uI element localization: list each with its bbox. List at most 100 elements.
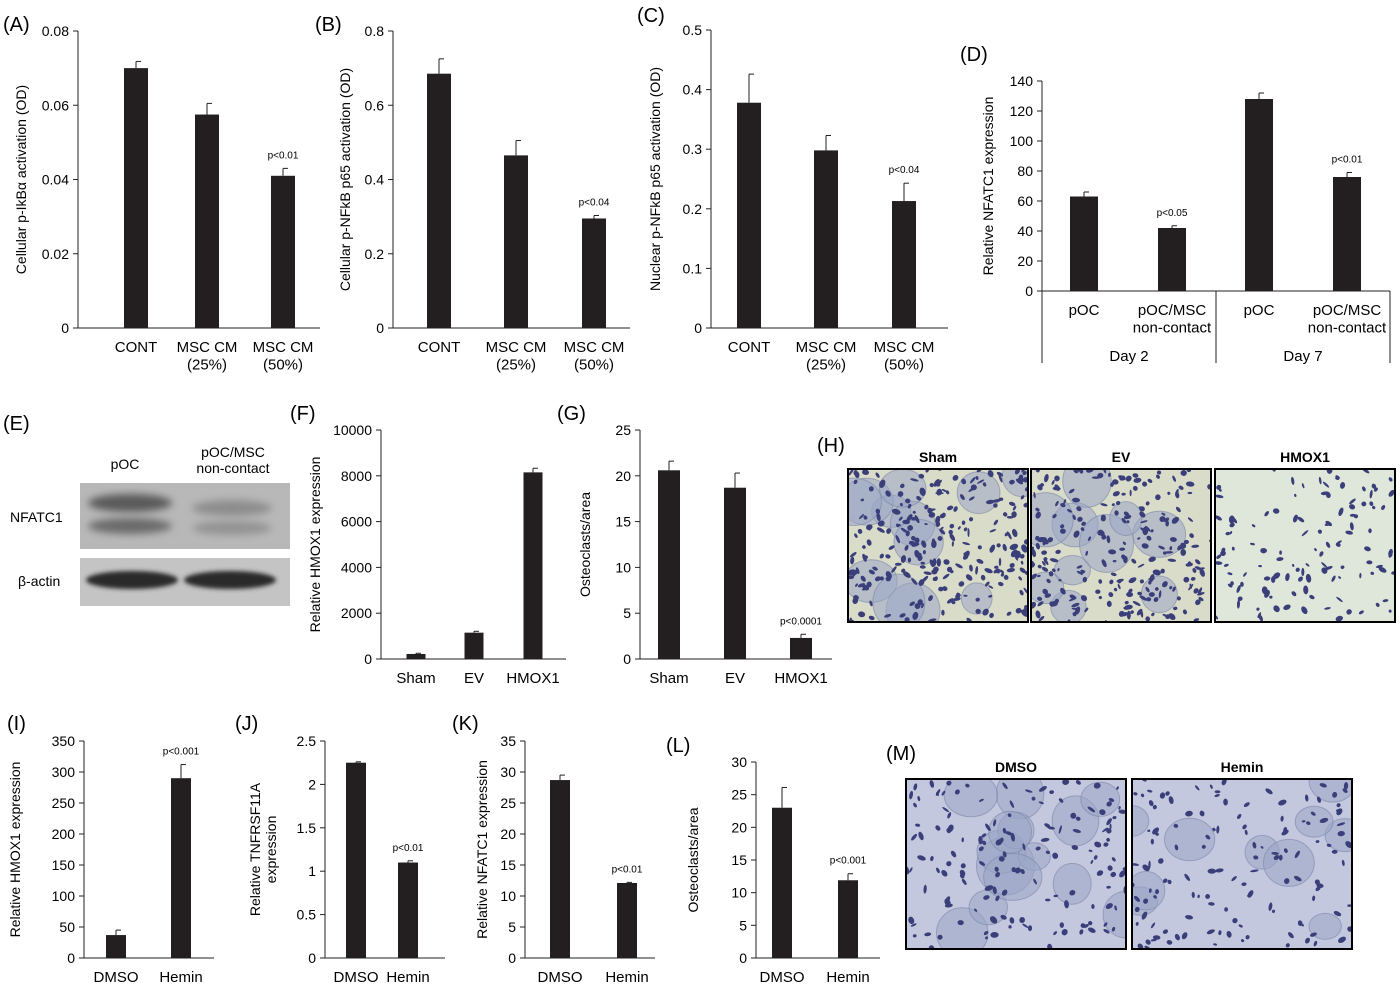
cell-nucleus xyxy=(1009,543,1019,550)
cell-nucleus xyxy=(1122,541,1127,545)
y-tick-label: 30 xyxy=(500,764,516,780)
cell-nucleus xyxy=(995,872,1001,878)
cell-nucleus xyxy=(908,916,915,925)
cell-nucleus xyxy=(1345,530,1353,535)
cell-nucleus xyxy=(872,566,878,571)
cell-nucleus xyxy=(1316,796,1322,803)
cell-nucleus xyxy=(1215,494,1224,499)
cell-nucleus xyxy=(969,476,976,484)
cell-nucleus xyxy=(1253,855,1259,860)
cell-nucleus xyxy=(904,545,909,551)
cell-nucleus xyxy=(1364,546,1371,552)
chart-panel-i: (I) 0 50 100 150 200 250 300 350 Relative HMOX1 e… xyxy=(7,713,214,986)
cell-nucleus xyxy=(1236,585,1241,593)
cell-nucleus xyxy=(989,548,994,552)
cell-nucleus xyxy=(985,936,989,940)
cell-nucleus xyxy=(1133,477,1142,483)
cell-nucleus xyxy=(974,908,978,912)
cell-nucleus xyxy=(1194,785,1200,791)
cell-nucleus xyxy=(946,861,952,867)
cell-nucleus xyxy=(1271,851,1279,855)
cell-nucleus xyxy=(998,474,1003,483)
cell-nucleus xyxy=(1143,898,1149,904)
cell-nucleus xyxy=(1110,572,1117,577)
cell-nucleus xyxy=(1258,565,1263,568)
cell-nucleus xyxy=(1291,476,1295,485)
cell-nucleus xyxy=(897,491,904,497)
cell-nucleus xyxy=(1174,844,1179,851)
cell-nucleus xyxy=(1125,475,1132,482)
cell-nucleus xyxy=(1167,879,1172,885)
osteoclast xyxy=(943,779,999,818)
cell-nucleus xyxy=(902,519,910,525)
cell-nucleus xyxy=(1103,922,1108,927)
lane-label: pOC xyxy=(111,456,140,472)
cell-nucleus xyxy=(1339,482,1346,489)
nfatc1-band xyxy=(192,521,272,535)
cell-nucleus xyxy=(1232,918,1238,924)
cell-nucleus xyxy=(1116,786,1119,790)
y-tick-label: 8000 xyxy=(341,468,372,484)
cell-nucleus xyxy=(886,528,892,534)
cell-nucleus xyxy=(866,539,872,546)
cell-nucleus xyxy=(1041,566,1049,572)
cell-nucleus xyxy=(946,505,954,511)
cell-nucleus xyxy=(1177,545,1182,551)
cell-nucleus xyxy=(1031,796,1036,801)
cell-nucleus xyxy=(1006,516,1014,519)
cell-nucleus xyxy=(1301,923,1304,927)
cell-nucleus xyxy=(1147,478,1153,483)
cell-nucleus xyxy=(943,559,950,565)
bar xyxy=(772,807,792,958)
cell-nucleus xyxy=(1150,838,1154,845)
cell-nucleus xyxy=(998,557,1002,567)
y-tick-label: 140 xyxy=(1010,73,1034,89)
cell-nucleus xyxy=(1087,806,1096,813)
cell-nucleus xyxy=(1368,528,1372,534)
cell-nucleus xyxy=(1316,883,1324,888)
cell-nucleus xyxy=(1023,539,1028,545)
chart-panel-l: (L) 0 5 10 15 20 25 30 Osteoclasts/area DMSO Hemin… xyxy=(666,735,880,986)
row-label: NFATC1 xyxy=(10,509,63,525)
panel-letter: (J) xyxy=(235,713,258,735)
cell-nucleus xyxy=(1372,505,1376,510)
cell-nucleus xyxy=(1134,906,1140,913)
cell-nucleus xyxy=(1388,609,1392,613)
y-tick-label: 0.2 xyxy=(683,201,703,217)
cell-nucleus xyxy=(1008,925,1012,929)
cell-nucleus xyxy=(915,823,921,827)
p-value-annotation: p<0.01 xyxy=(393,843,424,854)
cell-nucleus xyxy=(1205,894,1211,899)
cell-nucleus xyxy=(968,496,975,501)
cell-nucleus xyxy=(1335,615,1343,622)
cell-nucleus xyxy=(1073,530,1080,538)
cell-nucleus xyxy=(1223,563,1229,567)
cell-nucleus xyxy=(1273,605,1280,613)
cell-nucleus xyxy=(1098,595,1102,600)
cell-nucleus xyxy=(1031,601,1037,609)
cell-nucleus xyxy=(1224,907,1228,912)
bar xyxy=(1333,177,1361,291)
y-tick-label: 20 xyxy=(731,819,747,835)
bar xyxy=(582,218,606,328)
micrograph-title: Sham xyxy=(919,449,957,465)
cell-nucleus xyxy=(1126,520,1130,524)
cell-nucleus xyxy=(1146,535,1152,541)
cell-nucleus xyxy=(1145,501,1150,506)
cell-nucleus xyxy=(995,895,1000,902)
cell-nucleus xyxy=(1197,894,1200,899)
cell-nucleus xyxy=(1106,828,1112,834)
cell-nucleus xyxy=(957,920,964,926)
cell-nucleus xyxy=(1279,550,1282,555)
cell-nucleus xyxy=(1103,842,1109,847)
cell-nucleus xyxy=(1382,599,1389,603)
cell-nucleus xyxy=(1201,844,1206,849)
cell-nucleus xyxy=(1264,589,1270,598)
cell-nucleus xyxy=(924,504,929,510)
osteoclast xyxy=(983,853,1043,901)
category-label: CONT xyxy=(728,339,771,356)
cell-nucleus xyxy=(1189,583,1192,589)
cell-nucleus xyxy=(1021,544,1028,553)
cell-nucleus xyxy=(1035,535,1040,541)
cell-nucleus xyxy=(1335,476,1340,480)
